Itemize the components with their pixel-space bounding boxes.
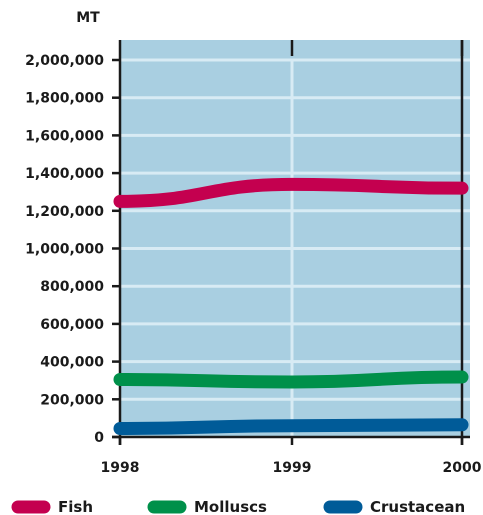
legend-item-molluscs: Molluscs	[147, 498, 267, 515]
y-tick-label: 1,600,000	[25, 128, 104, 144]
gridlines	[120, 58, 470, 437]
x-tick-label: 1999	[273, 460, 312, 476]
y-tick-label: 1,800,000	[25, 91, 104, 107]
legend-item-fish: Fish	[11, 498, 93, 515]
legend-label: Crustacean	[370, 498, 465, 515]
series-line-molluscs	[113, 370, 469, 389]
legend-label: Molluscs	[194, 498, 267, 515]
plot-background	[120, 40, 470, 437]
y-tick-label: 400,000	[40, 355, 104, 371]
series-line-fish	[113, 177, 469, 208]
y-tick-label: 1,000,000	[25, 242, 104, 258]
y-axis-unit-label: MT	[76, 10, 100, 26]
series-line-crustacean	[113, 418, 469, 436]
x-tick-label: 1998	[101, 460, 140, 476]
x-tick-label: 2000	[443, 460, 482, 476]
x-axis-tick-labels: 1998 1999 2000	[101, 460, 482, 476]
y-axis-tick-labels: 0 200,000 400,000 600,000 800,000 1,000,000 1,…	[25, 53, 104, 446]
legend-label: Fish	[58, 498, 93, 515]
y-tick-label: 0	[94, 430, 104, 446]
y-tick-label: 2,000,000	[25, 53, 104, 69]
y-tick-label: 800,000	[40, 279, 104, 295]
y-tick-label: 1,400,000	[25, 166, 104, 182]
series-lines	[113, 177, 469, 436]
legend-item-crustacean: Crustacean	[323, 498, 465, 515]
y-tick-label: 1,200,000	[25, 204, 104, 220]
legend: Fish Molluscs Crustacean	[11, 498, 465, 515]
y-tick-label: 200,000	[40, 392, 104, 408]
y-tick-label: 600,000	[40, 317, 104, 333]
